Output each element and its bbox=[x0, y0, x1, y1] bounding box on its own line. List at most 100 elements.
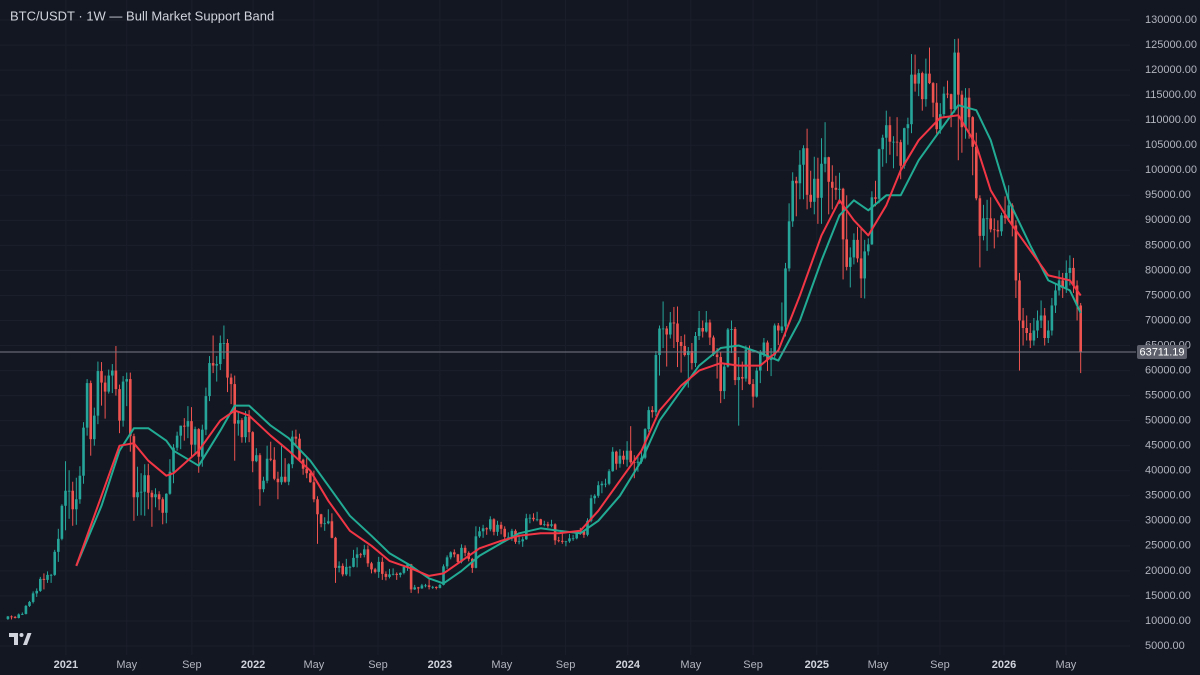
candle-body bbox=[402, 566, 406, 573]
candle-body bbox=[305, 468, 309, 474]
candle-body bbox=[316, 499, 319, 515]
candle-body bbox=[971, 117, 974, 147]
candle-body bbox=[665, 328, 668, 335]
candle-body bbox=[784, 268, 787, 327]
x-tick-label: 2021 bbox=[54, 659, 78, 671]
candle-body bbox=[334, 537, 337, 568]
candle-body bbox=[672, 322, 676, 324]
candle-body bbox=[179, 425, 183, 436]
candle-body bbox=[143, 475, 147, 492]
candle-body bbox=[233, 384, 237, 424]
candle-body bbox=[701, 328, 704, 332]
candle-body bbox=[1072, 267, 1075, 286]
candle-body bbox=[985, 218, 989, 220]
candle-body bbox=[823, 157, 827, 164]
candle-body bbox=[366, 549, 370, 564]
candle-body bbox=[420, 585, 424, 589]
x-tick-label: May bbox=[491, 659, 512, 671]
candle-body bbox=[172, 447, 175, 472]
candle-body bbox=[697, 328, 701, 337]
candle-body bbox=[208, 363, 211, 397]
candle-body bbox=[938, 114, 942, 130]
candle-body bbox=[942, 93, 946, 115]
candle-body bbox=[10, 616, 13, 618]
candle-body bbox=[625, 450, 629, 460]
candle-body bbox=[928, 73, 931, 84]
candle-body bbox=[1025, 328, 1028, 334]
candle-body bbox=[557, 540, 561, 542]
candle-body bbox=[460, 547, 463, 562]
x-tick-label: Sep bbox=[743, 659, 763, 671]
candle-body bbox=[449, 552, 453, 558]
candle-body bbox=[381, 561, 384, 574]
candle-body bbox=[370, 563, 373, 570]
candle-body bbox=[431, 586, 435, 588]
candle-body bbox=[654, 355, 658, 413]
candle-body bbox=[1036, 320, 1039, 331]
candle-body bbox=[974, 146, 978, 199]
candle-body bbox=[129, 379, 132, 437]
y-tick-label: 105000.00 bbox=[1145, 139, 1197, 151]
x-tick-label: May bbox=[1056, 659, 1077, 671]
candle-body bbox=[427, 585, 431, 587]
candle-body bbox=[510, 530, 514, 537]
candle-body bbox=[755, 370, 758, 397]
candle-body bbox=[67, 490, 71, 492]
candle-body bbox=[388, 574, 391, 577]
candle-body bbox=[1043, 315, 1046, 339]
candle-body bbox=[247, 416, 251, 433]
candle-body bbox=[413, 587, 417, 590]
candle-body bbox=[406, 564, 409, 567]
candle-body bbox=[327, 521, 330, 524]
candle-body bbox=[960, 94, 964, 128]
candle-body bbox=[197, 429, 201, 457]
candle-body bbox=[319, 514, 323, 524]
candle-body bbox=[1079, 305, 1082, 352]
candle-body bbox=[485, 528, 489, 530]
y-tick-label: 25000.00 bbox=[1145, 540, 1191, 552]
candle-body bbox=[337, 565, 341, 568]
y-tick-label: 130000.00 bbox=[1145, 14, 1197, 26]
candle-body bbox=[517, 541, 521, 543]
candle-body bbox=[139, 491, 143, 493]
candle-body bbox=[35, 590, 39, 594]
candle-body bbox=[424, 585, 427, 587]
candle-body bbox=[226, 343, 229, 378]
candle-body bbox=[57, 538, 60, 552]
candle-body bbox=[989, 218, 992, 230]
candle-body bbox=[1028, 333, 1032, 341]
candle-body bbox=[1021, 320, 1025, 329]
x-tick-label: 2024 bbox=[616, 659, 641, 671]
x-tick-label: Sep bbox=[182, 659, 202, 671]
y-tick-label: 75000.00 bbox=[1145, 289, 1191, 301]
candle-body bbox=[341, 565, 345, 575]
candle-body bbox=[251, 432, 255, 462]
candle-body bbox=[6, 616, 10, 619]
candle-body bbox=[71, 490, 75, 510]
candle-body bbox=[78, 475, 82, 500]
candle-body bbox=[834, 187, 838, 190]
candle-body bbox=[791, 180, 794, 222]
candle-body bbox=[535, 519, 539, 521]
candle-body bbox=[359, 554, 363, 556]
candle-body bbox=[60, 505, 64, 539]
candle-body bbox=[1046, 330, 1050, 339]
candle-body bbox=[24, 605, 28, 614]
x-tick-label: 2026 bbox=[992, 659, 1016, 671]
candle-body bbox=[982, 218, 985, 236]
candle-body bbox=[150, 492, 154, 498]
candle-body bbox=[183, 425, 186, 427]
candle-body bbox=[546, 524, 550, 526]
candle-body bbox=[499, 524, 503, 529]
candle-body bbox=[686, 351, 690, 356]
candle-body bbox=[949, 94, 953, 110]
candle-body bbox=[992, 229, 996, 231]
candle-body bbox=[435, 586, 438, 588]
candle-body bbox=[492, 519, 496, 532]
y-tick-label: 110000.00 bbox=[1145, 114, 1196, 126]
candle-body bbox=[157, 494, 161, 500]
candle-body bbox=[704, 322, 708, 332]
candle-body bbox=[600, 483, 604, 486]
y-tick-label: 115000.00 bbox=[1145, 89, 1196, 101]
